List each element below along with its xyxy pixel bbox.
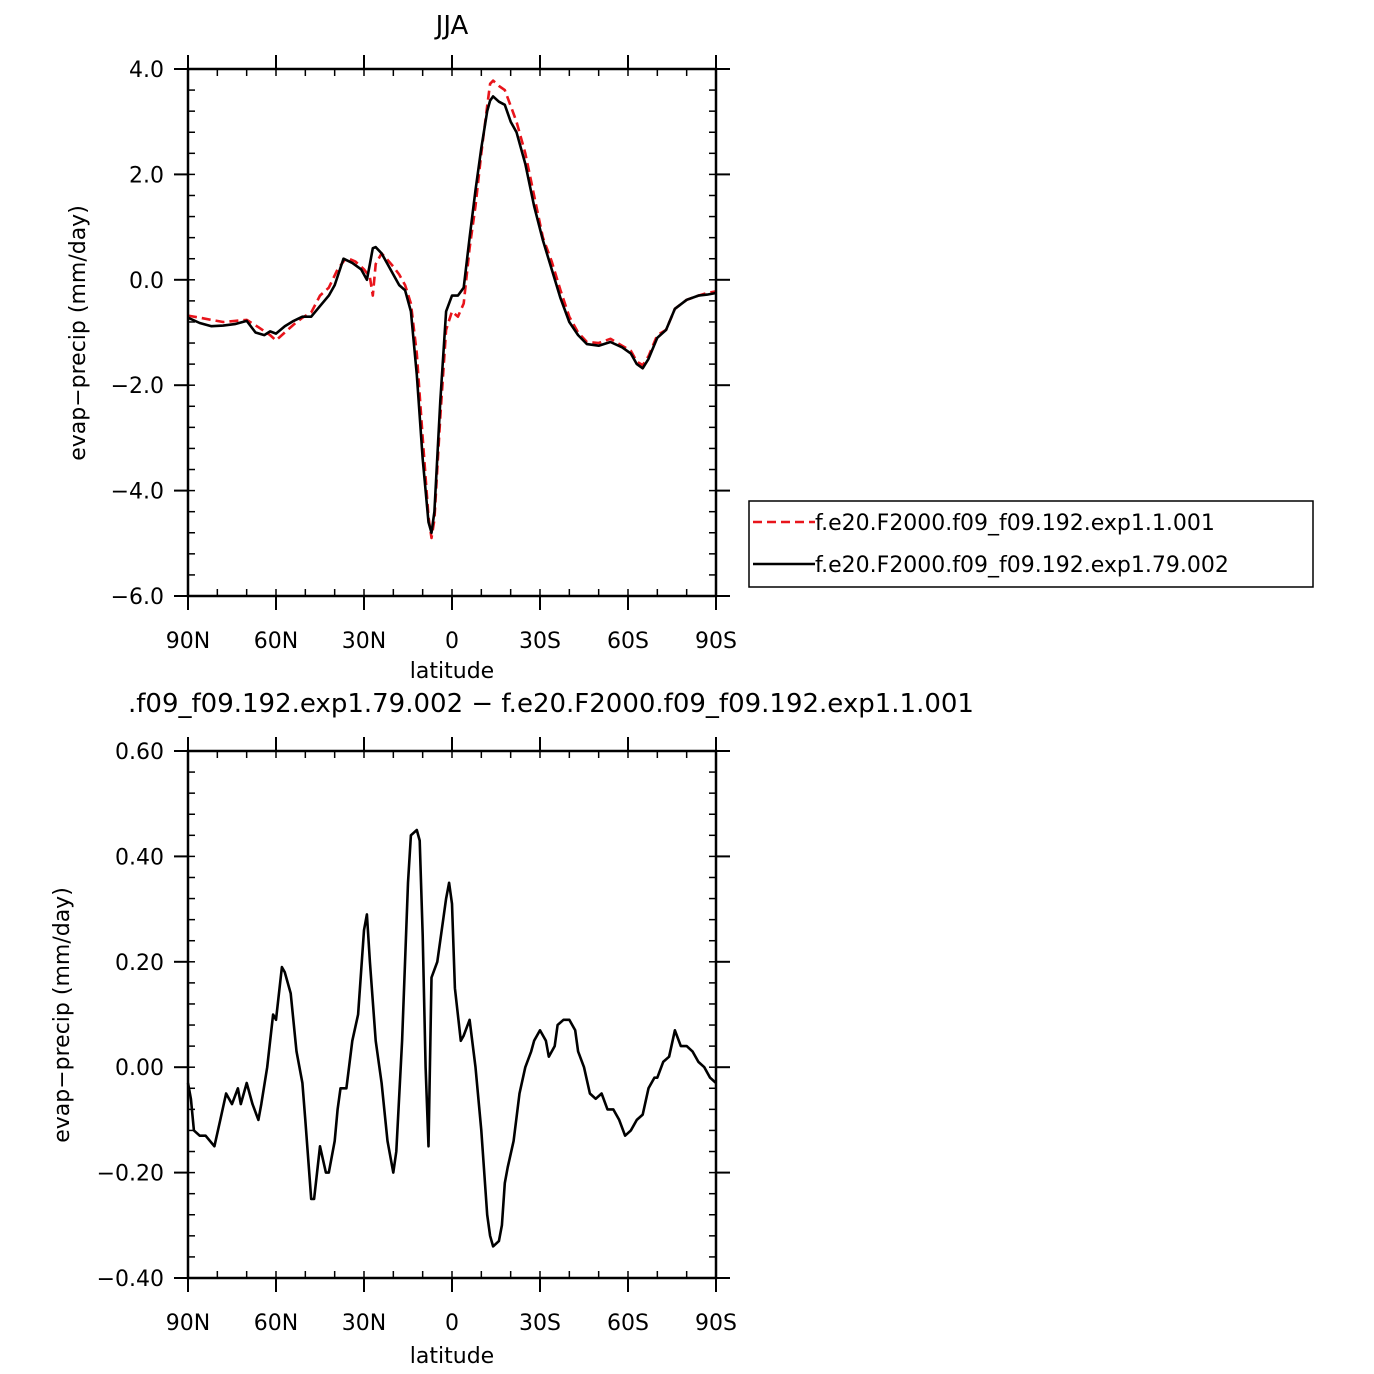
top-y-tick-label: −2.0: [111, 374, 164, 399]
bottom-y-tick-label: 0.20: [115, 951, 164, 976]
bottom-y-tick-label: −0.20: [97, 1162, 164, 1187]
bottom-plot-title: .f09_f09.192.exp1.79.002 − f.e20.F2000.f…: [128, 689, 974, 719]
bottom-y-tick-label: 0.00: [115, 1056, 164, 1081]
top-x-axis-title: latitude: [410, 659, 494, 684]
bottom-x-tick-label: 30N: [342, 1311, 386, 1336]
bottom-x-tick-label: 60S: [607, 1311, 649, 1336]
top-x-tick-label: 0: [445, 629, 459, 654]
bottom-y-tick-label: 0.40: [115, 845, 164, 870]
top-x-tick-label: 30S: [519, 629, 561, 654]
top-plot-frame: [186, 67, 718, 598]
bottom-series-lines: [186, 828, 717, 1248]
bottom-y-tick-label: 0.60: [115, 740, 164, 765]
bottom-y-axis-title: evap−precip (mm/day): [50, 887, 75, 1143]
legend-entry-2: f.e20.F2000.f09_f09.192.exp1.79.002: [815, 553, 1229, 578]
legend: f.e20.F2000.f09_f09.192.exp1.1.001 f.e20…: [748, 500, 1314, 588]
top-series-lines: [187, 79, 717, 540]
bottom-x-tick-label: 60N: [254, 1311, 298, 1336]
top-x-tick-label: 60N: [254, 629, 298, 654]
legend-entry-1: f.e20.F2000.f09_f09.192.exp1.1.001: [815, 511, 1215, 536]
top-plot-title: JJA: [434, 11, 469, 41]
top-y-tick-label: −6.0: [111, 585, 164, 610]
bottom-x-tick-label: 90N: [166, 1311, 210, 1336]
legend-box: [748, 500, 1314, 588]
bottom-y-tick-label: −0.40: [97, 1267, 164, 1292]
bottom-x-axis-title: latitude: [410, 1344, 494, 1369]
top-y-tick-label: 0.0: [129, 269, 164, 294]
top-series-line-2: [187, 95, 717, 535]
bottom-series-line-1: [186, 828, 717, 1248]
top-series-line-1: [187, 79, 717, 540]
top-x-tick-label: 90S: [695, 629, 737, 654]
top-x-tick-label: 90N: [166, 629, 210, 654]
top-y-axis-title: evap−precip (mm/day): [66, 205, 91, 461]
top-y-tick-label: 4.0: [129, 58, 164, 83]
top-x-tick-label: 60S: [607, 629, 649, 654]
top-x-tick-label: 30N: [342, 629, 386, 654]
top-y-tick-label: 2.0: [129, 163, 164, 188]
bottom-plot-frame: [186, 749, 718, 1280]
bottom-x-tick-label: 30S: [519, 1311, 561, 1336]
top-y-tick-label: −4.0: [111, 480, 164, 505]
bottom-x-tick-label: 90S: [695, 1311, 737, 1336]
bottom-panel: .f09_f09.192.exp1.79.002 − f.e20.F2000.f…: [50, 689, 974, 1369]
top-panel: JJA latitude evap−precip (mm/day) 4.0 2.0…: [66, 11, 737, 684]
bottom-x-tick-label: 0: [445, 1311, 459, 1336]
